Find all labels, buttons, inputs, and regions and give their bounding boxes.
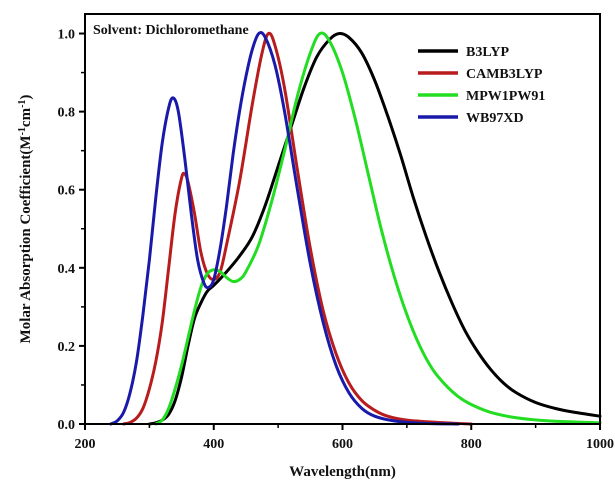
x-tick-label: 800 (461, 437, 482, 452)
series-lines (109, 31, 602, 426)
x-tick-label: 1000 (586, 437, 614, 452)
series-line-mpw1pw91 (154, 31, 602, 426)
y-tick-label: 1.0 (58, 28, 76, 43)
y-tick-label: 0.8 (58, 106, 76, 121)
y-tick-label: 0.0 (58, 418, 76, 433)
solvent-annotation: Solvent: Dichloromethane (93, 23, 249, 38)
series-line-camb3lyp (122, 31, 473, 426)
y-axis-title-sup1: -1 (17, 127, 28, 135)
y-axis-title-main: Molar Absorption Coefficient(M (18, 135, 34, 343)
axis-ticks: 200 400 600 800 1000 0.0 0.2 0.4 0.6 0.8 1.0 (58, 28, 615, 452)
legend-label-wb97xd: WB97XD (466, 111, 524, 126)
y-tick-label: 0.2 (58, 340, 76, 355)
y-tick-label: 0.6 (58, 184, 76, 199)
x-axis-title: Wavelength(nm) (289, 464, 396, 480)
x-tick-label: 400 (203, 437, 224, 452)
y-axis-title-sup2: -1 (17, 100, 28, 108)
legend-label-mpw1pw91: MPW1PW91 (466, 89, 545, 104)
series-line-wb97xd (109, 31, 460, 426)
y-axis-title-end: ) (18, 95, 34, 100)
legend: B3LYP CAMB3LYP MPW1PW91 WB97XD (418, 45, 545, 126)
y-axis-title: Molar Absorption Coefficient(M-1cm-1) (17, 95, 35, 344)
x-tick-label: 600 (332, 437, 353, 452)
y-tick-label: 0.4 (58, 262, 76, 277)
x-tick-label: 200 (75, 437, 96, 452)
legend-label-b3lyp: B3LYP (466, 45, 510, 60)
legend-label-camb3lyp: CAMB3LYP (466, 67, 543, 82)
y-axis-title-mid: cm (18, 107, 34, 127)
